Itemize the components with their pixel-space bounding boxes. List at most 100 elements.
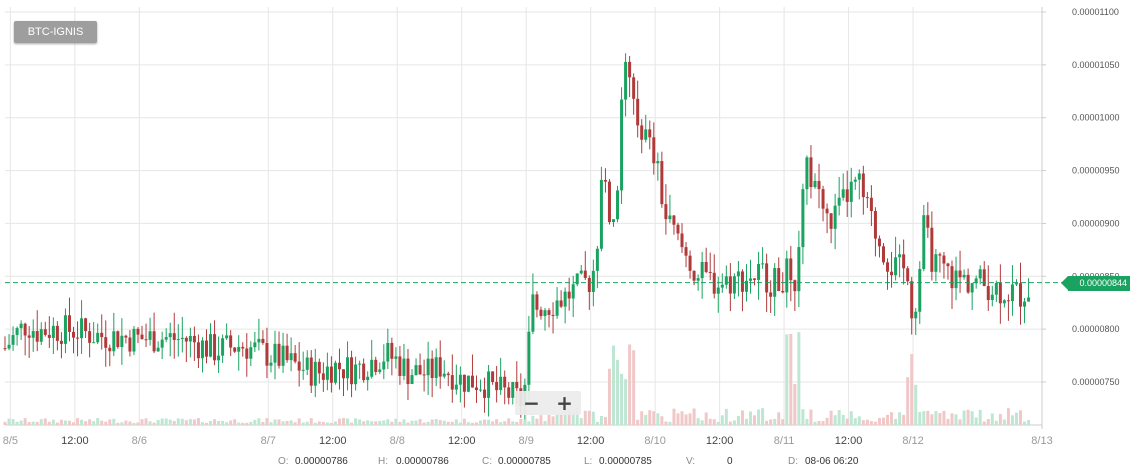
volume-bar: [3, 421, 7, 425]
pair-badge[interactable]: BTC-IGNIS: [14, 21, 97, 43]
volume-bar: [599, 415, 603, 425]
volume-bar: [938, 413, 942, 425]
volume-bar: [124, 420, 128, 425]
volume-bar: [140, 419, 144, 425]
candle-body: [906, 268, 910, 282]
volume-bar: [309, 418, 313, 425]
candle-body: [124, 335, 128, 338]
candle-body: [761, 263, 765, 265]
candle-body: [265, 343, 269, 366]
candle-body: [474, 387, 478, 391]
candle-body: [466, 375, 470, 392]
volume-bar: [628, 344, 632, 425]
volume-bar: [136, 422, 140, 425]
candle-body: [1023, 301, 1027, 307]
volume-bar: [213, 419, 217, 425]
volume-bar: [620, 373, 624, 425]
volume-bar: [342, 418, 346, 425]
close-value: 0.00000785: [498, 456, 551, 467]
volume-bar: [994, 420, 998, 425]
candle-body: [200, 340, 204, 359]
candle-body: [765, 263, 769, 293]
volume-bar: [990, 413, 994, 425]
volume-bar: [837, 410, 841, 425]
candle-body: [797, 247, 801, 292]
candle-body: [732, 276, 736, 294]
open-value: 0.00000786: [295, 456, 348, 467]
candle-body: [233, 347, 237, 352]
candle-body: [59, 340, 63, 344]
volume-bar: [438, 420, 442, 425]
candle-body: [620, 99, 624, 191]
volume-bar: [962, 410, 966, 425]
volume-bar: [974, 417, 978, 425]
candle-body: [204, 340, 208, 357]
volume-bar: [209, 421, 213, 425]
volume-bar: [374, 421, 378, 425]
candle-body: [781, 290, 785, 293]
x-tick-label: 12:00: [577, 435, 605, 447]
candle-body: [567, 291, 571, 299]
candle-body: [152, 331, 156, 352]
volume-bar: [656, 413, 660, 425]
volume-bar: [575, 408, 579, 425]
volume-bar: [350, 422, 354, 425]
volume-bar: [607, 368, 611, 425]
volume-bar: [7, 418, 11, 425]
candle-body: [333, 362, 337, 383]
candle-body: [277, 343, 281, 366]
volume-bar: [249, 421, 253, 425]
volume-bar: [833, 415, 837, 425]
volume-bar: [454, 419, 458, 425]
volume-bar: [918, 412, 922, 425]
x-tick-label: 8/12: [902, 435, 923, 447]
x-tick-label: 8/10: [644, 435, 665, 447]
candle-body: [575, 273, 579, 285]
candle-body: [688, 255, 692, 271]
volume-bar: [535, 418, 539, 425]
candle-body: [785, 258, 789, 293]
volume-bar: [881, 417, 885, 425]
volume-bar: [555, 414, 559, 425]
candle-body: [366, 376, 370, 381]
volume-bar: [869, 421, 873, 425]
volume-bar: [587, 410, 591, 425]
volume-bar: [970, 411, 974, 425]
x-tick-label: 12:00: [835, 435, 863, 447]
candle-body: [990, 294, 994, 301]
volume-bar: [624, 379, 628, 425]
candle-body: [607, 181, 611, 223]
volume-bar: [511, 421, 515, 425]
volume-bar: [229, 420, 233, 425]
volume-bar: [237, 422, 241, 425]
volume-bar: [200, 422, 204, 425]
volume-bar: [479, 420, 483, 425]
volume-bar: [84, 421, 88, 425]
volume-bar: [849, 411, 853, 425]
volume-bar: [402, 419, 406, 425]
candle-body: [861, 173, 865, 198]
candle-body: [88, 331, 92, 343]
candle-body: [857, 173, 861, 180]
candle-body: [309, 357, 313, 386]
volume-bar: [922, 411, 926, 425]
candle-body: [249, 347, 253, 359]
candle-body: [426, 358, 430, 376]
candle-body: [281, 345, 285, 366]
candle-body: [257, 338, 261, 343]
volume-bar: [906, 377, 910, 425]
candle-body: [63, 315, 67, 344]
candle-body: [692, 270, 696, 281]
volume-bar: [761, 408, 765, 425]
zoom-out-button[interactable]: −: [523, 391, 540, 415]
candle-body: [72, 331, 76, 338]
candle-body: [744, 280, 748, 292]
zoom-in-button[interactable]: +: [556, 391, 573, 415]
candle-body: [970, 283, 974, 293]
candle-body: [559, 300, 563, 307]
volume-bar: [487, 419, 491, 425]
candle-body: [430, 358, 434, 378]
candle-body: [313, 361, 317, 386]
date-value: 08-06 06:20: [805, 456, 859, 467]
